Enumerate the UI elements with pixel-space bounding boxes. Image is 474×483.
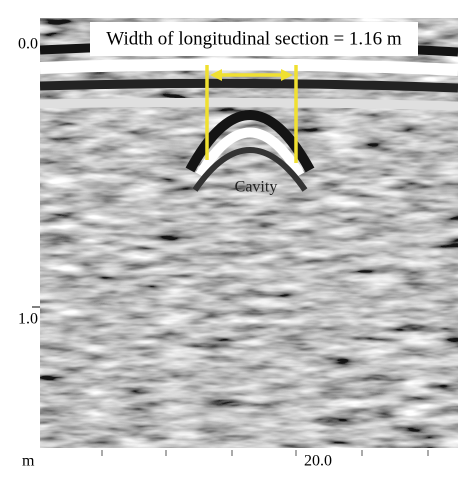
distance-label: 20.0	[304, 453, 332, 470]
depth-label: 0.0	[18, 36, 38, 53]
depth-label: 1.0	[18, 311, 38, 328]
width-marker	[205, 65, 298, 163]
annotation: Width of longitudinal section = 1.16 m	[106, 28, 402, 49]
distance-ticks	[101, 450, 429, 456]
cavity-label: Cavity	[235, 179, 278, 196]
radargram	[40, 18, 458, 448]
axis-unit: m	[22, 453, 35, 470]
annotation-box	[90, 22, 418, 56]
